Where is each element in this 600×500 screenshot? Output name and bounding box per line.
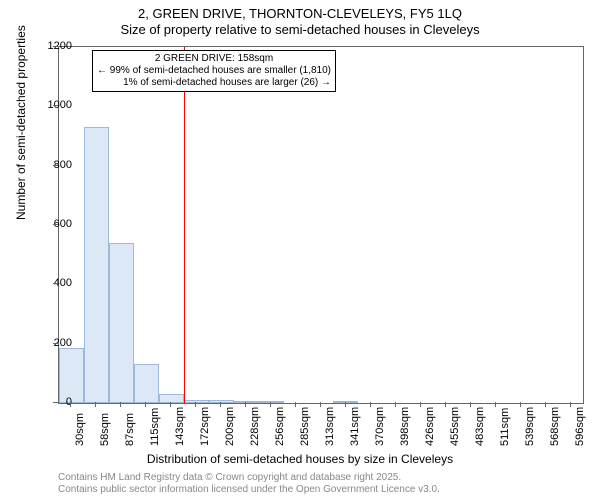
x-tick-label: 568sqm bbox=[549, 407, 561, 446]
x-tick-label: 30sqm bbox=[74, 413, 86, 446]
x-tick-mark bbox=[570, 402, 571, 407]
x-tick-label: 539sqm bbox=[524, 407, 536, 446]
x-tick-label: 398sqm bbox=[399, 407, 411, 446]
annotation-box: 2 GREEN DRIVE: 158sqm ← 99% of semi-deta… bbox=[92, 50, 336, 92]
chart-title-line1: 2, GREEN DRIVE, THORNTON-CLEVELEYS, FY5 … bbox=[0, 6, 600, 21]
x-tick-mark bbox=[495, 402, 496, 407]
y-tick-mark bbox=[53, 343, 58, 344]
y-tick-mark bbox=[53, 105, 58, 106]
x-tick-mark bbox=[120, 402, 121, 407]
x-tick-mark bbox=[145, 402, 146, 407]
x-tick-mark bbox=[95, 402, 96, 407]
annotation-larger: 1% of semi-detached houses are larger (2… bbox=[97, 77, 331, 89]
x-tick-label: 341sqm bbox=[349, 407, 361, 446]
x-tick-label: 87sqm bbox=[124, 413, 136, 446]
x-tick-mark bbox=[520, 402, 521, 407]
chart-container: 2, GREEN DRIVE, THORNTON-CLEVELEYS, FY5 … bbox=[0, 0, 600, 500]
x-tick-label: 172sqm bbox=[199, 407, 211, 446]
x-tick-label: 200sqm bbox=[224, 407, 236, 446]
x-tick-mark bbox=[195, 402, 196, 407]
reference-line bbox=[184, 47, 185, 403]
x-tick-mark bbox=[545, 402, 546, 407]
histogram-bar bbox=[333, 401, 358, 403]
x-tick-label: 313sqm bbox=[324, 407, 336, 446]
x-tick-mark bbox=[445, 402, 446, 407]
x-tick-mark bbox=[295, 402, 296, 407]
x-tick-label: 143sqm bbox=[174, 407, 186, 446]
chart-title-line2: Size of property relative to semi-detach… bbox=[0, 22, 600, 37]
x-tick-label: 511sqm bbox=[499, 408, 511, 446]
histogram-bar bbox=[134, 364, 159, 403]
x-tick-label: 58sqm bbox=[99, 413, 111, 446]
x-tick-mark bbox=[320, 402, 321, 407]
histogram-bar bbox=[84, 127, 109, 403]
y-tick-label: 1000 bbox=[48, 99, 72, 111]
x-tick-label: 426sqm bbox=[424, 407, 436, 446]
histogram-bar bbox=[109, 243, 134, 403]
x-tick-label: 228sqm bbox=[249, 407, 261, 446]
y-tick-mark bbox=[53, 224, 58, 225]
x-axis-label: Distribution of semi-detached houses by … bbox=[0, 452, 600, 466]
x-tick-label: 285sqm bbox=[299, 407, 311, 446]
x-tick-label: 115sqm bbox=[149, 408, 161, 446]
x-tick-mark bbox=[245, 402, 246, 407]
x-tick-mark bbox=[395, 402, 396, 407]
x-tick-label: 483sqm bbox=[474, 407, 486, 446]
x-tick-mark bbox=[220, 402, 221, 407]
x-tick-mark bbox=[270, 402, 271, 407]
y-tick-mark bbox=[53, 402, 58, 403]
y-axis-label: Number of semi-detached properties bbox=[14, 25, 28, 220]
x-tick-mark bbox=[345, 402, 346, 407]
x-tick-label: 370sqm bbox=[374, 407, 386, 446]
histogram-bar bbox=[59, 348, 84, 403]
annotation-title: 2 GREEN DRIVE: 158sqm bbox=[97, 53, 331, 65]
x-tick-mark bbox=[420, 402, 421, 407]
x-tick-label: 256sqm bbox=[274, 407, 286, 446]
x-tick-mark bbox=[370, 402, 371, 407]
y-tick-mark bbox=[53, 46, 58, 47]
plot-area bbox=[58, 46, 584, 404]
x-tick-mark bbox=[70, 402, 71, 407]
y-tick-mark bbox=[53, 283, 58, 284]
annotation-smaller: ← 99% of semi-detached houses are smalle… bbox=[97, 65, 331, 77]
footer-attribution: Contains HM Land Registry data © Crown c… bbox=[58, 472, 440, 496]
footer-line1: Contains HM Land Registry data © Crown c… bbox=[58, 472, 440, 484]
x-tick-mark bbox=[470, 402, 471, 407]
x-tick-mark bbox=[170, 402, 171, 407]
y-tick-label: 1200 bbox=[48, 40, 72, 52]
footer-line2: Contains public sector information licen… bbox=[58, 484, 440, 496]
y-tick-mark bbox=[53, 165, 58, 166]
x-tick-label: 596sqm bbox=[574, 407, 586, 446]
x-tick-label: 455sqm bbox=[449, 407, 461, 446]
